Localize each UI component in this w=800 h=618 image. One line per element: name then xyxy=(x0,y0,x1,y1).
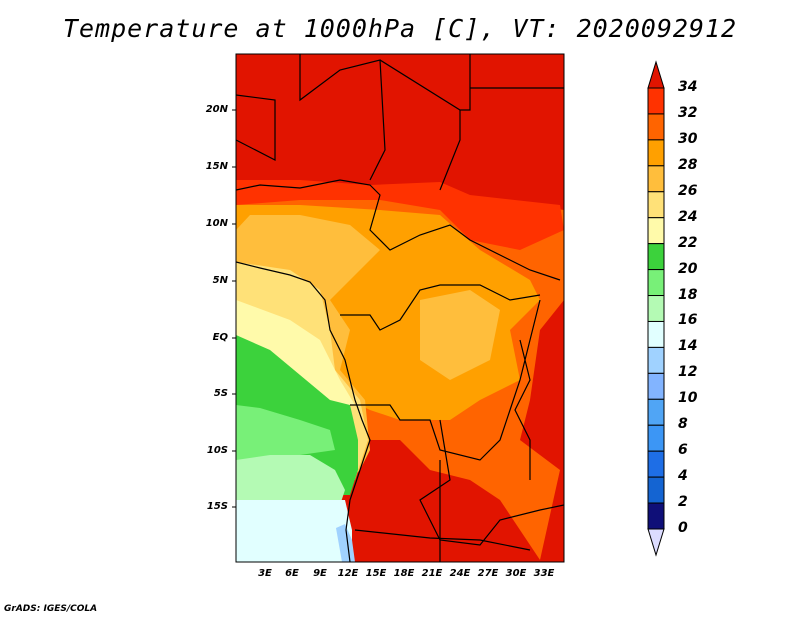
map-frame xyxy=(235,53,565,563)
temperature-field xyxy=(236,54,564,562)
colorbar-label: 24 xyxy=(678,208,698,225)
colorbar-swatch xyxy=(647,346,665,374)
colorbar-swatch xyxy=(647,320,665,348)
colorbar-swatch xyxy=(647,87,665,115)
lat-label: 10S xyxy=(206,445,228,456)
lon-label: 3E xyxy=(258,568,272,579)
lat-label: EQ xyxy=(212,332,228,343)
lon-label: 27E xyxy=(477,568,499,579)
colorbar xyxy=(647,60,665,557)
lon-label: 21E xyxy=(421,568,443,579)
colorbar-label: 2 xyxy=(678,494,688,511)
band-18-20 xyxy=(236,405,335,462)
band-12-14 xyxy=(336,524,355,562)
colorbar-swatch xyxy=(647,113,665,141)
colorbar-label: 28 xyxy=(678,156,698,173)
colorbar-label: 18 xyxy=(678,286,698,303)
colorbar-swatch xyxy=(647,217,665,245)
lat-label: 20N xyxy=(205,104,228,115)
colorbar-swatch xyxy=(647,165,665,193)
axis-ticks xyxy=(232,109,236,508)
colorbar-swatch xyxy=(647,502,665,530)
colorbar-label: 4 xyxy=(678,468,688,485)
colorbar-swatch xyxy=(647,139,665,167)
colorbar-label: 32 xyxy=(678,104,698,121)
coastlines-borders xyxy=(236,54,564,562)
lon-label: 24E xyxy=(449,568,471,579)
lat-label: 15N xyxy=(205,161,228,172)
lat-label: 5S xyxy=(213,388,228,399)
lon-label: 9E xyxy=(313,568,327,579)
colorbar-swatch xyxy=(647,424,665,452)
colorbar-swatch xyxy=(647,243,665,271)
colorbar-label: 8 xyxy=(678,416,688,433)
lon-label: 15E xyxy=(365,568,387,579)
colorbar-label: 16 xyxy=(678,312,698,329)
lat-label: 5N xyxy=(212,275,228,286)
colorbar-swatch xyxy=(647,450,665,478)
colorbar-label: 30 xyxy=(678,130,698,147)
colorbar-label: 26 xyxy=(678,182,698,199)
credit-text: GrADS: IGES/COLA xyxy=(4,604,98,614)
colorbar-label: 0 xyxy=(678,520,688,536)
colorbar-label: 14 xyxy=(678,338,698,355)
colorbar-swatch xyxy=(647,398,665,426)
colorbar-swatch xyxy=(647,476,665,504)
colorbar-label: 20 xyxy=(678,260,698,277)
lat-label: 15S xyxy=(206,501,228,512)
lon-label: 30E xyxy=(505,568,527,579)
lat-label: 10N xyxy=(205,218,228,229)
lon-label: 18E xyxy=(393,568,415,579)
lon-label: 33E xyxy=(533,568,555,579)
lon-label: 12E xyxy=(337,568,359,579)
colorbar-label: 34 xyxy=(678,79,698,95)
colorbar-swatch xyxy=(647,295,665,322)
colorbar-label: 6 xyxy=(678,442,688,459)
colorbar-label: 10 xyxy=(678,390,698,407)
colorbar-top-triangle xyxy=(647,60,665,89)
colorbar-swatch xyxy=(647,372,665,400)
band-32-34 xyxy=(236,180,564,250)
lon-label: 6E xyxy=(285,568,299,579)
plot-title: Temperature at 1000hPa [C], VT: 20200929… xyxy=(62,14,738,43)
colorbar-label: 22 xyxy=(678,234,698,251)
band-16-18 xyxy=(236,455,345,505)
band-14-16 xyxy=(236,500,352,562)
colorbar-swatch xyxy=(647,269,665,297)
colorbar-label: 12 xyxy=(678,364,698,381)
colorbar-bottom-triangle xyxy=(647,528,665,557)
colorbar-swatch xyxy=(647,191,665,219)
